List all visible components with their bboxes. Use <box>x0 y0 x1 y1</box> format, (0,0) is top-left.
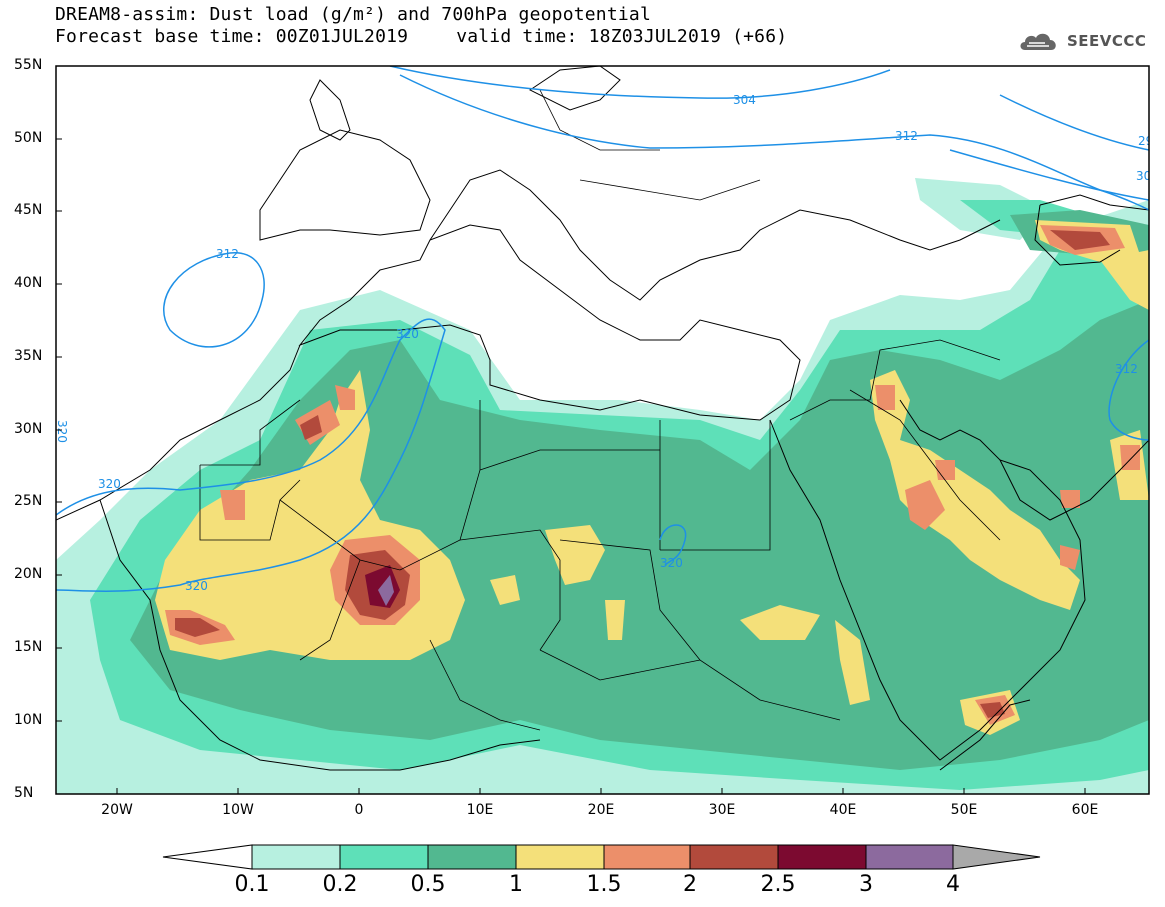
lat-label: 35N <box>14 348 43 364</box>
lat-label: 50N <box>14 130 43 146</box>
colorbar-swatch <box>865 844 954 870</box>
colorbar-swatch <box>339 844 429 870</box>
colorbar-label: 2 <box>683 872 697 897</box>
valid-time: valid time: 18Z03JUL2019 (+66) <box>456 26 788 47</box>
colorbar-swatch <box>603 844 691 870</box>
contour-label: 29 <box>1138 134 1153 148</box>
lat-label: 5N <box>14 785 34 801</box>
colorbar-swatch <box>777 844 867 870</box>
lat-label: 45N <box>14 202 43 218</box>
contour-label: 320 <box>98 477 121 491</box>
colorbar-label: 1.5 <box>586 872 622 897</box>
map-subtitle: Forecast base time: 00Z01JUL2019 valid ti… <box>55 26 787 47</box>
colorbar <box>162 844 1041 870</box>
seevccc-logo: SEEVCCC <box>1017 26 1157 56</box>
lon-label: 40E <box>829 802 857 818</box>
lat-label: 20N <box>14 566 43 582</box>
colorbar-swatch <box>251 844 341 870</box>
colorbar-swatch <box>515 844 605 870</box>
lon-label: 20E <box>587 802 615 818</box>
lon-label: 50E <box>950 802 978 818</box>
lat-label: 15N <box>14 639 43 655</box>
colorbar-swatch <box>689 844 779 870</box>
contour-label: 312 <box>1115 362 1138 376</box>
coastlines <box>56 66 1149 771</box>
dust-level-3 <box>378 575 394 606</box>
cloud-icon <box>1020 33 1056 50</box>
lon-label: 20W <box>101 802 133 818</box>
colorbar-label: 4 <box>946 872 960 897</box>
contour-label: 320 <box>185 579 208 593</box>
lon-label: 10E <box>466 802 494 818</box>
map-area: 304 312 312 320 320 320 320 312 29 30 32… <box>55 66 1153 794</box>
contour-label: 30 <box>1136 169 1151 183</box>
colorbar-over-triangle <box>952 844 1041 870</box>
lat-label: 40N <box>14 275 43 291</box>
colorbar-label: 3 <box>859 872 873 897</box>
contour-label: 312 <box>216 247 239 261</box>
lon-label: 30E <box>708 802 736 818</box>
lat-label: 25N <box>14 493 43 509</box>
contour-label: 304 <box>733 93 756 107</box>
colorbar-label: 2.5 <box>760 872 796 897</box>
geopotential-contours <box>56 66 1149 592</box>
colorbar-swatch <box>427 844 517 870</box>
colorbar-label: 0.1 <box>234 872 270 897</box>
colorbar-label: 1 <box>509 872 523 897</box>
contour-labels: 304 312 312 320 320 320 320 312 29 30 32… <box>55 93 1153 593</box>
contour-label: 312 <box>895 129 918 143</box>
contour-label: 320 <box>396 327 419 341</box>
lat-label: 55N <box>14 57 43 73</box>
lon-label: 10W <box>222 802 254 818</box>
map-title: DREAM8-assim: Dust load (g/m²) and 700hP… <box>55 4 651 25</box>
forecast-base-time: Forecast base time: 00Z01JUL2019 <box>55 26 409 47</box>
lat-label: 10N <box>14 712 43 728</box>
lat-label: 30N <box>14 421 43 437</box>
colorbar-label: 0.5 <box>410 872 446 897</box>
tick-marks <box>56 65 1086 794</box>
colorbar-under-triangle <box>162 844 253 870</box>
logo-text: SEEVCCC <box>1067 32 1147 50</box>
lon-label: 0 <box>354 802 364 818</box>
contour-label: 320 <box>660 556 683 570</box>
lon-label: 60E <box>1071 802 1099 818</box>
colorbar-label: 0.2 <box>322 872 358 897</box>
contour-label: 320 <box>55 420 69 443</box>
country-borders <box>199 89 1001 731</box>
